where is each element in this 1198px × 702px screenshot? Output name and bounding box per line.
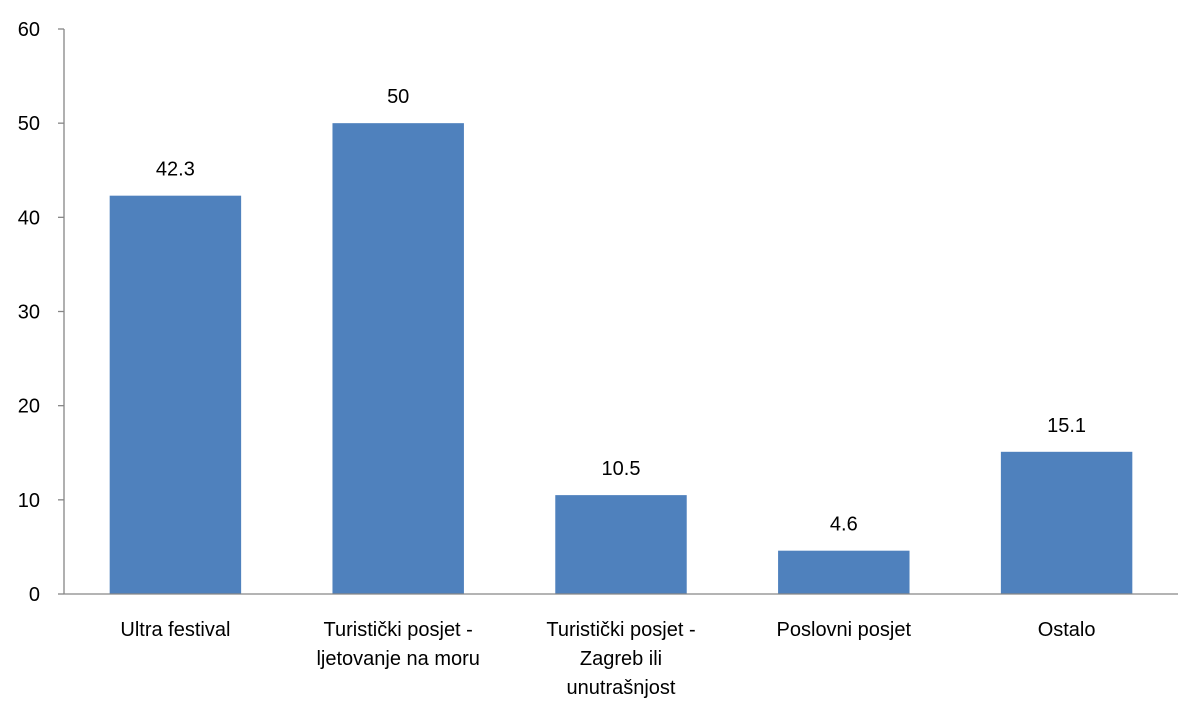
y-tick-label: 20: [18, 396, 40, 418]
x-category-label-line: Zagreb ili: [580, 648, 662, 670]
x-category-label-line: Poslovni posjet: [777, 619, 912, 641]
x-category-label: Poslovni posjet: [777, 619, 912, 641]
x-category-label: Ultra festival: [120, 619, 230, 641]
bar: [555, 495, 687, 594]
y-tick-label: 0: [29, 584, 40, 606]
x-category-label-line: Ostalo: [1038, 619, 1096, 641]
x-category-label-line: ljetovanje na moru: [316, 648, 479, 670]
bar: [109, 195, 242, 595]
bar: [1000, 451, 1133, 594]
x-category-label-line: Turistički posjet -: [324, 619, 473, 641]
bar-value-label: 4.6: [830, 514, 858, 536]
x-category-label-line: unutrašnjost: [567, 677, 676, 699]
bar: [778, 550, 910, 594]
bar-value-label: 42.3: [156, 159, 195, 181]
y-tick-label: 10: [18, 490, 40, 512]
y-axis-ticks: 0 10 20 30 40 50 60: [18, 19, 64, 606]
x-category-label: Turistički posjet - Zagreb ili unutrašnjos…: [546, 619, 695, 699]
category-labels: Ultra festival Turistički posjet - ljetova…: [120, 619, 1095, 699]
data-labels: 42.3 50 10.5 4.6 15.1: [156, 86, 1086, 536]
bar-value-label: 10.5: [602, 458, 641, 480]
y-tick-label: 40: [18, 207, 40, 229]
x-category-label-line: Ultra festival: [120, 619, 230, 641]
bars: [109, 123, 1133, 595]
y-tick-label: 30: [18, 302, 40, 324]
x-category-label: Turistički posjet - ljetovanje na moru: [316, 619, 479, 670]
x-category-label: Ostalo: [1038, 619, 1096, 641]
y-tick-label: 50: [18, 113, 40, 135]
bar-value-label: 15.1: [1047, 415, 1086, 437]
x-category-label-line: Turistički posjet -: [546, 619, 695, 641]
bar-value-label: 50: [387, 86, 409, 108]
bar: [332, 123, 464, 595]
y-tick-label: 60: [18, 19, 40, 41]
